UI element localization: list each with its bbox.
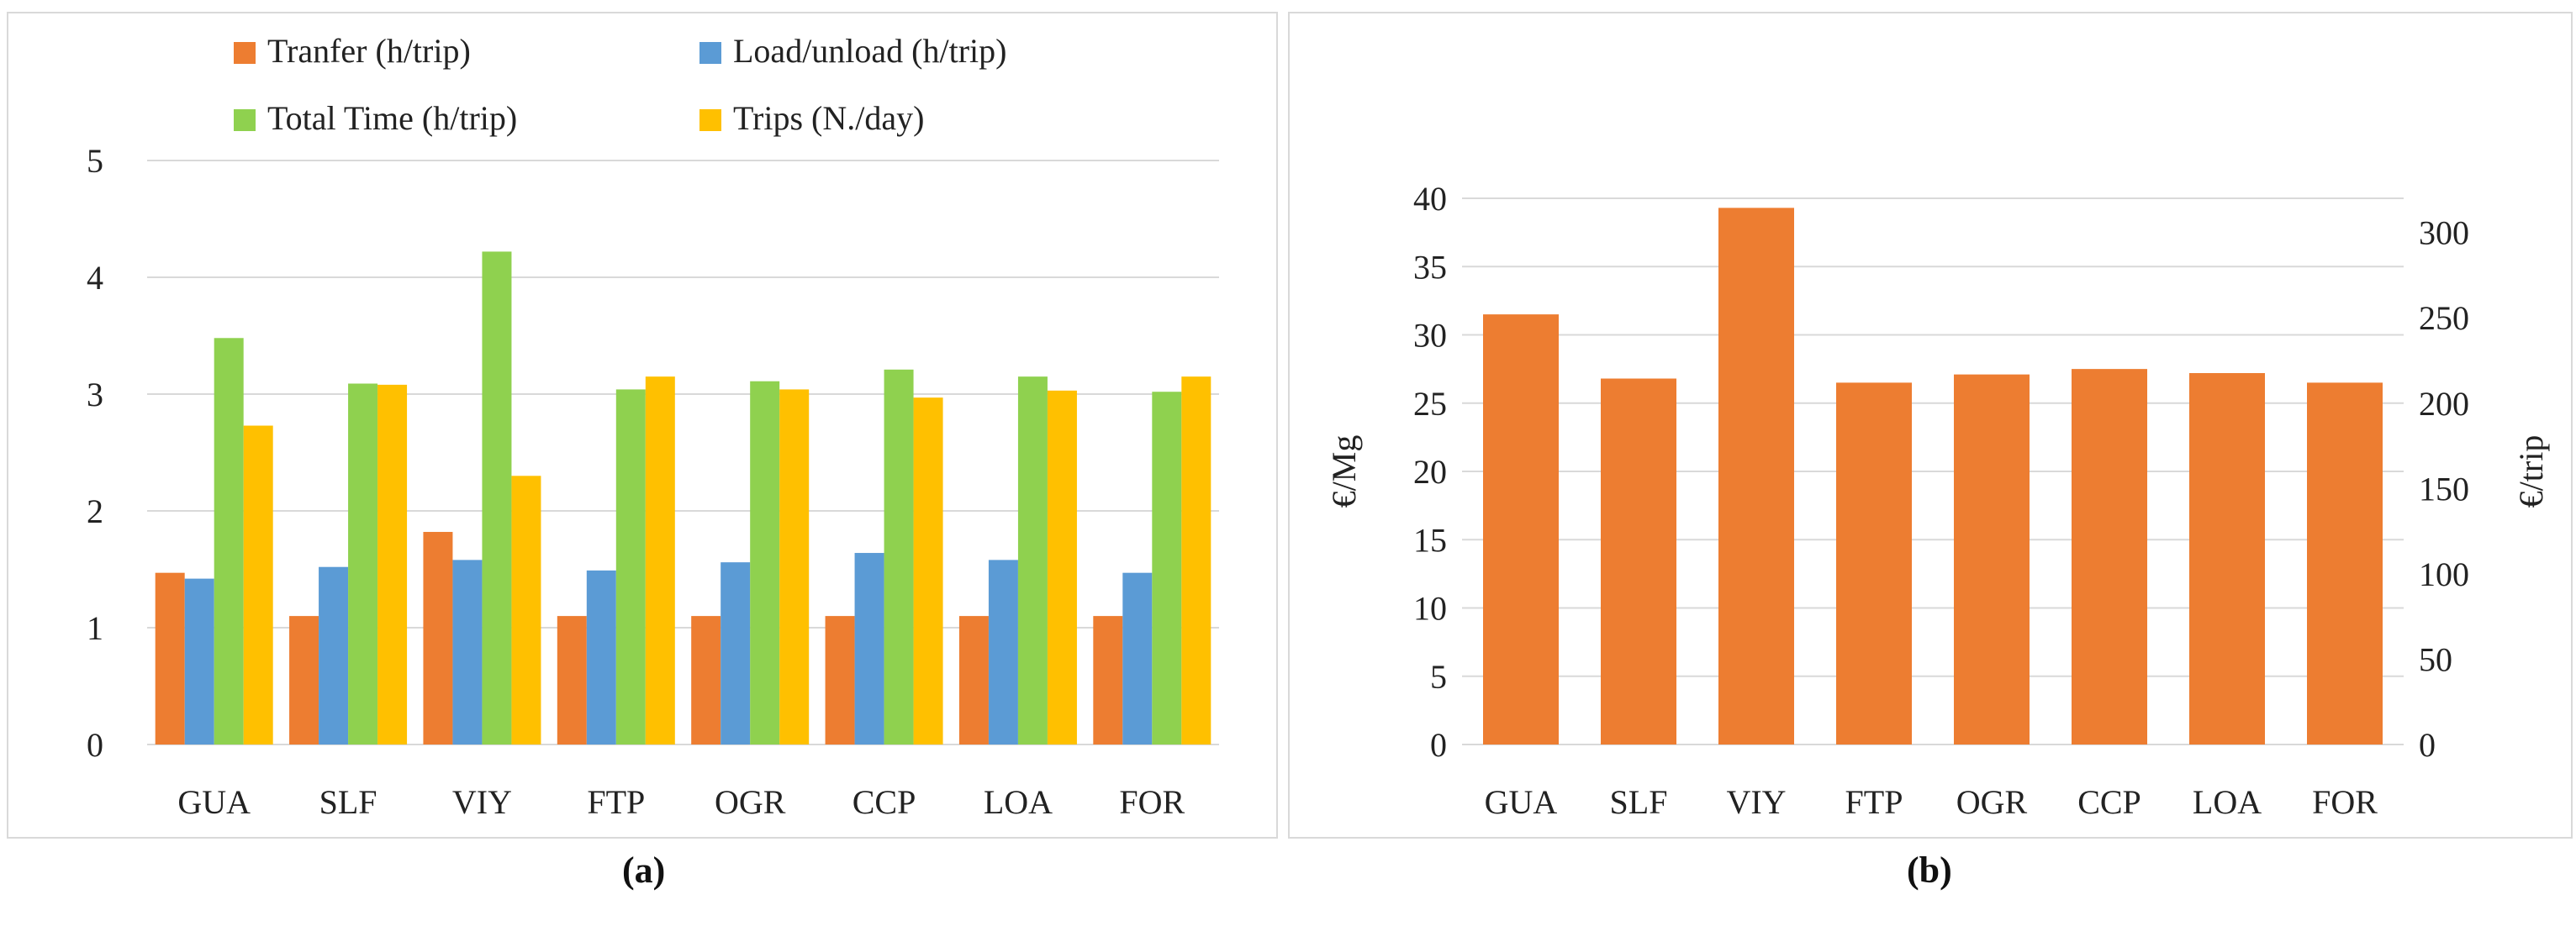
bar: [2072, 369, 2147, 744]
x-tick-label: LOA: [984, 783, 1053, 821]
bar: [884, 369, 914, 744]
y-left-tick-label: 40: [1413, 180, 1447, 218]
bar: [214, 338, 244, 744]
legend-label: Tranfer (h/trip): [267, 32, 471, 70]
bar: [2307, 382, 2383, 744]
y-left-tick-label: 25: [1413, 385, 1447, 423]
bar: [1093, 616, 1123, 744]
bar: [289, 616, 319, 744]
bar: [319, 566, 349, 744]
bar: [155, 572, 185, 744]
bar: [913, 397, 943, 744]
y-tick-label: 1: [87, 609, 103, 647]
chart-panel-a: 0 1 2 3 4 5 GUA SLF VIY FTP OGR CCP LOA FOR Tranfer (h…: [7, 12, 1278, 839]
panel-label-a: (a): [622, 850, 666, 891]
y-left-tick-label: 10: [1413, 590, 1447, 628]
y-right-tick-label: 150: [2419, 470, 2469, 508]
y-tick-label: 3: [87, 376, 103, 413]
bar: [854, 553, 884, 744]
bar: [645, 376, 675, 744]
bar: [1836, 382, 1912, 744]
y-tick-label: 0: [87, 726, 103, 764]
bar: [691, 616, 721, 744]
y-left-tick-label: 20: [1413, 453, 1447, 491]
bar: [557, 616, 587, 744]
bar: [184, 578, 214, 744]
panel-label-b: (b): [1907, 850, 1952, 891]
y-right-tick-label: 300: [2419, 214, 2469, 252]
bar: [1718, 208, 1794, 744]
y-left-tick-label: 35: [1413, 248, 1447, 286]
x-tick-label: VIY: [1726, 783, 1786, 821]
legend-label: Trips (N./day): [733, 99, 924, 137]
legend-swatch: [234, 109, 256, 131]
bar: [1181, 376, 1211, 744]
bar: [511, 476, 541, 744]
x-tick-label: VIY: [452, 783, 512, 821]
bar: [1601, 378, 1676, 744]
y-right-tick-label: 250: [2419, 299, 2469, 337]
bar: [348, 383, 378, 744]
bar: [243, 425, 273, 744]
x-tick-label: FTP: [587, 783, 645, 821]
y-tick-label: 4: [87, 259, 103, 297]
bar: [988, 560, 1018, 744]
y-left-tick-label: 0: [1430, 726, 1447, 764]
bar: [615, 389, 646, 744]
x-tick-label: LOA: [2193, 783, 2262, 821]
x-tick-label: GUA: [177, 783, 251, 821]
y-tick-label: 2: [87, 492, 103, 530]
bar: [721, 562, 751, 744]
y-right-tick-label: 50: [2419, 640, 2452, 678]
x-tick-label: FOR: [2312, 783, 2378, 821]
y-left-tick-label: 5: [1430, 658, 1447, 696]
x-tick-label: GUA: [1485, 783, 1558, 821]
x-tick-label: FTP: [1845, 783, 1903, 821]
bar: [1122, 572, 1153, 744]
y-right-tick-label: 100: [2419, 555, 2469, 593]
y-axis-title-left: €/Mg: [1325, 435, 1363, 508]
bar: [586, 570, 616, 744]
bar: [2189, 373, 2265, 744]
x-tick-label: OGR: [1956, 783, 2028, 821]
bar: [825, 616, 855, 744]
bar: [1047, 390, 1077, 744]
legend-swatch: [699, 109, 721, 131]
bar: [377, 384, 408, 744]
y-left-tick-label: 15: [1413, 521, 1447, 559]
x-tick-label: OGR: [715, 783, 786, 821]
x-tick-label: FOR: [1119, 783, 1185, 821]
bar: [958, 616, 989, 744]
legend-label: Total Time (h/trip): [267, 99, 517, 137]
x-tick-label: CCP: [2077, 783, 2141, 821]
y-left-tick-label: 30: [1413, 317, 1447, 355]
y-right-tick-label: 200: [2419, 385, 2469, 423]
legend-label: Load/unload (h/trip): [733, 32, 1006, 70]
y-tick-label: 5: [87, 142, 103, 180]
bar: [452, 560, 483, 744]
bar: [750, 381, 780, 744]
x-tick-label: SLF: [319, 783, 377, 821]
x-tick-label: CCP: [853, 783, 916, 821]
bar: [1954, 374, 2030, 744]
chart-a-svg: 0 1 2 3 4 5 GUA SLF VIY FTP OGR CCP LOA FOR Tranfer (h…: [87, 32, 1219, 821]
y-axis-title-right: €/trip: [2512, 435, 2550, 508]
chart-panel-b: 0 5 10 15 20 25 30 35 40 0 50 100 150 200 250 300 GUA SLF…: [1288, 12, 2573, 839]
bar: [1017, 376, 1048, 744]
bar: [779, 389, 810, 744]
bar: [482, 251, 512, 744]
bar: [1152, 392, 1182, 744]
chart-b-svg: 0 5 10 15 20 25 30 35 40 0 50 100 150 200 250 300 GUA SLF…: [1325, 180, 2550, 821]
y-right-tick-label: 0: [2419, 726, 2436, 764]
legend-swatch: [234, 42, 256, 64]
x-tick-label: SLF: [1610, 783, 1668, 821]
legend-swatch: [699, 42, 721, 64]
bar: [1483, 314, 1559, 744]
bar: [423, 532, 453, 744]
